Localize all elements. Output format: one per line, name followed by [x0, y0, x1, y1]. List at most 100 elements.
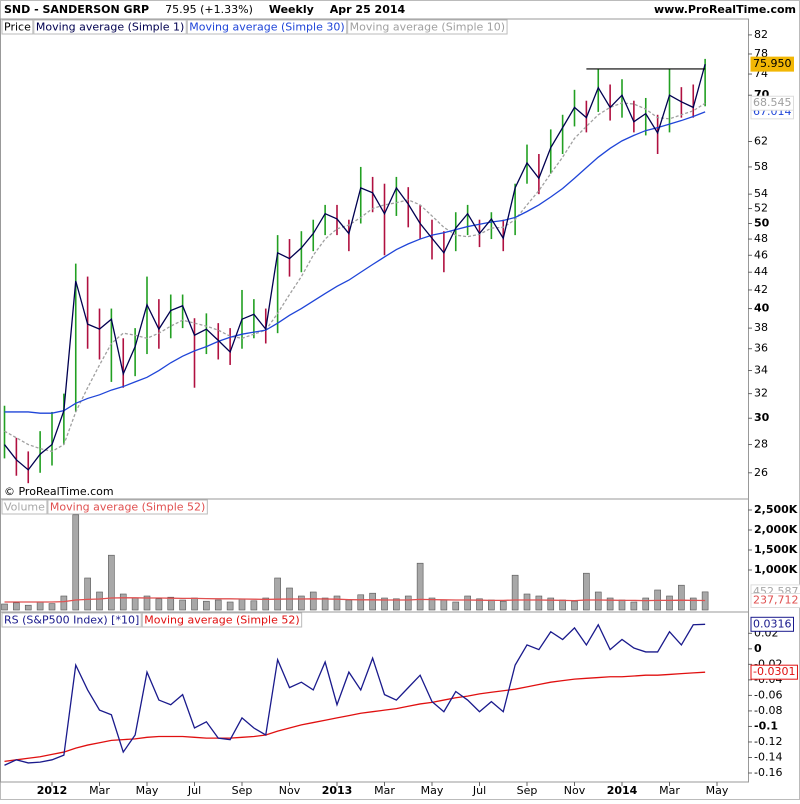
volume-bar [452, 601, 460, 611]
header-title: SND - SANDERSON GRP [4, 3, 149, 16]
x-tick-label: Sep [517, 784, 538, 797]
volume-bar [678, 584, 685, 611]
legend-label: RS (S&P500 Index) [*10] [4, 614, 139, 627]
volume-bar [464, 595, 471, 611]
y-tick-label: 36 [754, 342, 768, 355]
volume-bar [583, 572, 590, 611]
y-tick-label: 2,000K [754, 523, 798, 536]
y-tick-label: 28 [754, 438, 768, 451]
last-value-box [750, 95, 794, 111]
panel-frame [0, 611, 749, 783]
volume-bar [381, 597, 388, 611]
last-value-box [750, 616, 794, 632]
series-line [4, 597, 706, 603]
volume-bar [571, 600, 578, 611]
legend-box [186, 19, 348, 35]
y-tick-label: -0.1 [754, 719, 778, 732]
volume-bar [226, 601, 234, 611]
legend-box [1, 612, 142, 628]
volume-bar [13, 602, 20, 611]
last-value-label: 75.950 [753, 57, 792, 70]
volume-bar [393, 598, 400, 611]
y-tick-label: 58 [754, 160, 768, 173]
volume-bar [666, 595, 673, 611]
y-tick-label: -0.08 [754, 704, 782, 717]
volume-bar [345, 599, 353, 611]
volume-bar [630, 601, 638, 611]
volume-bar [404, 595, 412, 611]
volume-bar [321, 597, 329, 611]
volume-bar [499, 600, 507, 611]
y-tick-label: 82 [754, 28, 768, 41]
last-value-box [750, 592, 800, 608]
volume-bar [84, 577, 91, 611]
x-tick-label: 2013 [322, 784, 353, 797]
legend-box [347, 19, 508, 35]
volume-bar [440, 599, 448, 611]
y-tick-label: 48 [754, 232, 768, 245]
legend-label: Moving average (Simple 52) [50, 501, 205, 514]
y-tick-label: 26 [754, 466, 768, 479]
volume-bar [488, 599, 495, 611]
last-value-label: -0.0301 [753, 665, 795, 678]
volume-bar [262, 597, 270, 611]
legend-label: Moving average (Simple 30) [189, 21, 344, 34]
x-tick-label: Nov [564, 784, 586, 797]
last-value-box [750, 664, 798, 680]
volume-bar [511, 574, 519, 611]
x-tick-label: Jul [472, 784, 486, 797]
volume-bar [238, 598, 246, 611]
volume-bar [274, 577, 281, 611]
volume-bar [428, 597, 436, 611]
volume-bar [357, 594, 365, 611]
volume-bar [48, 603, 56, 611]
volume-bar [618, 599, 626, 611]
volume-bar [155, 598, 163, 611]
legend-label: Volume [4, 501, 45, 514]
volume-bar [203, 600, 210, 611]
y-tick-label: 54 [754, 187, 768, 200]
volume-bar [535, 595, 543, 611]
legend-box [47, 499, 208, 515]
y-tick-label: 52 [754, 202, 768, 215]
series-line [4, 671, 706, 763]
legend-label: Moving average (Simple 10) [350, 21, 505, 34]
volume-bar [191, 597, 198, 611]
legend-label: Moving average (Simple 52) [144, 614, 299, 627]
volume-bar [1, 603, 8, 611]
volume-bar [642, 597, 650, 611]
x-tick-label: Sep [232, 784, 253, 797]
volume-bar [96, 591, 103, 611]
series-line [4, 102, 706, 453]
volume-bar [476, 598, 483, 611]
x-tick-label: May [136, 784, 159, 797]
x-tick-label: May [706, 784, 729, 797]
volume-bar [108, 554, 115, 611]
header-quote: 75.95 (+1.33%) [165, 3, 253, 16]
x-tick-label: 2012 [37, 784, 68, 797]
header-site: www.ProRealTime.com [654, 3, 796, 16]
last-value-label: 237,712 [753, 593, 799, 606]
volume-bar [416, 562, 424, 611]
volume-bar [131, 597, 139, 611]
volume-bar [72, 514, 80, 611]
legend-label: Price [4, 21, 31, 34]
volume-bar [179, 599, 186, 611]
x-tick-label: Jul [187, 784, 201, 797]
series-line [3, 63, 706, 471]
last-value-box [750, 56, 794, 72]
series-line [4, 111, 706, 414]
y-tick-label: 1,000K [754, 563, 798, 576]
header-date: Apr 25 2014 [330, 3, 406, 16]
legend-label: Moving average (Simple 1) [36, 21, 184, 34]
series-line [4, 623, 706, 766]
y-tick-label: 34 [754, 364, 768, 377]
x-tick-label: Nov [279, 784, 301, 797]
y-tick-label: 38 [754, 321, 768, 334]
volume-bar [559, 599, 566, 611]
legend-box [141, 612, 303, 628]
y-tick-label: 1,500K [754, 543, 798, 556]
x-tick-label: 2014 [607, 784, 638, 797]
volume-bar [547, 597, 555, 611]
